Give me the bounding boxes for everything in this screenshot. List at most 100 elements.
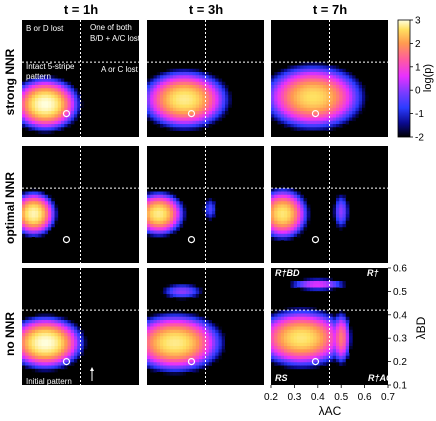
heat-cell	[293, 365, 298, 370]
heat-cell	[287, 81, 291, 86]
heat-cell	[189, 107, 193, 112]
heat-cell	[48, 124, 52, 128]
heat-cell	[35, 355, 39, 360]
heat-cell	[323, 75, 327, 79]
heat-cell	[280, 339, 285, 344]
heat-cell	[202, 88, 206, 92]
heat-cell	[192, 72, 197, 76]
row-title-optimal-nnr: optimal NNR	[3, 172, 17, 244]
heat-cell	[169, 224, 174, 228]
heat-cell	[287, 78, 291, 83]
heat-cell	[336, 68, 340, 73]
heat-cell	[202, 323, 206, 327]
heat-cell	[355, 114, 360, 118]
heat-cell	[290, 355, 295, 360]
heat-cell	[277, 355, 282, 360]
heat-cell	[287, 191, 291, 196]
heat-cell	[342, 316, 347, 321]
heat-cell	[147, 323, 151, 327]
heat-cell	[271, 237, 275, 241]
heat-cell	[166, 111, 171, 115]
heat-cell	[57, 342, 62, 347]
heat-cell	[54, 313, 59, 318]
heat-cell	[316, 124, 321, 128]
heat-cell	[323, 284, 327, 288]
heat-cell	[332, 78, 337, 83]
heat-cell	[215, 336, 219, 340]
heat-cell	[306, 355, 311, 360]
heat-cell	[176, 214, 180, 218]
heat-cell	[345, 107, 350, 112]
heat-cell	[176, 75, 180, 79]
heat-cell	[277, 198, 282, 202]
heat-cell	[61, 316, 65, 321]
y-axis-label: λBD	[414, 316, 428, 339]
heat-cell	[28, 339, 33, 344]
heat-cell	[54, 88, 59, 92]
heat-cell	[67, 120, 72, 125]
heat-cell	[153, 211, 158, 215]
heat-cell	[358, 107, 363, 112]
heat-cell	[150, 368, 154, 373]
heat-cell	[274, 201, 278, 205]
heat-cell	[173, 342, 177, 347]
heat-cell	[41, 214, 46, 218]
heat-cell	[176, 120, 180, 125]
heat-cell	[163, 217, 167, 222]
heat-cell	[297, 72, 301, 76]
heat-cell	[349, 346, 353, 350]
heat-cell	[147, 220, 151, 225]
heat-cell	[345, 336, 350, 340]
heat-cell	[83, 333, 88, 337]
heat-cell	[195, 72, 200, 76]
heat-cell	[28, 349, 33, 353]
heat-cell	[156, 75, 161, 79]
heat-cell	[287, 339, 291, 344]
heat-cell	[218, 117, 223, 122]
heat-cell	[186, 287, 190, 292]
heat-cell	[326, 355, 330, 360]
heat-cell	[153, 355, 158, 360]
heat-cell	[218, 91, 223, 96]
heat-cell	[22, 323, 26, 327]
heat-cell	[166, 72, 171, 76]
heat-cell	[176, 124, 180, 128]
heat-cell	[297, 284, 301, 288]
heat-cell	[77, 91, 81, 96]
heat-cell	[156, 333, 161, 337]
heat-cell	[277, 336, 282, 340]
heat-cell	[293, 101, 298, 105]
heat-cell	[189, 75, 193, 79]
heat-cell	[212, 111, 216, 115]
heat-cell	[160, 316, 164, 321]
heat-cell	[316, 277, 321, 282]
heat-cell	[61, 336, 65, 340]
heat-cell	[35, 224, 39, 228]
heat-cell	[44, 224, 49, 228]
heat-cell	[51, 207, 55, 212]
heat-cell	[189, 294, 193, 298]
heat-cell	[326, 277, 330, 282]
heat-cell	[28, 227, 33, 231]
heat-cell	[173, 355, 177, 360]
heat-cell	[153, 227, 158, 231]
heat-cell	[215, 94, 219, 99]
heat-cell	[186, 368, 190, 373]
heat-cell	[64, 359, 68, 363]
heat-cell	[303, 98, 308, 102]
heat-cell	[342, 88, 347, 92]
heat-cell	[163, 320, 167, 324]
heat-cell	[35, 114, 39, 118]
heat-cell	[297, 362, 301, 366]
heat-cell	[74, 359, 78, 363]
heat-cell	[199, 75, 203, 79]
heat-cell	[179, 310, 184, 314]
heat-cell	[293, 111, 298, 115]
heat-cell	[186, 342, 190, 347]
heat-cell	[179, 336, 184, 340]
heat-cell	[51, 220, 55, 225]
heat-cell	[195, 336, 200, 340]
heat-cell	[31, 117, 36, 122]
heat-cell	[160, 220, 164, 225]
heat-cell	[176, 194, 180, 199]
